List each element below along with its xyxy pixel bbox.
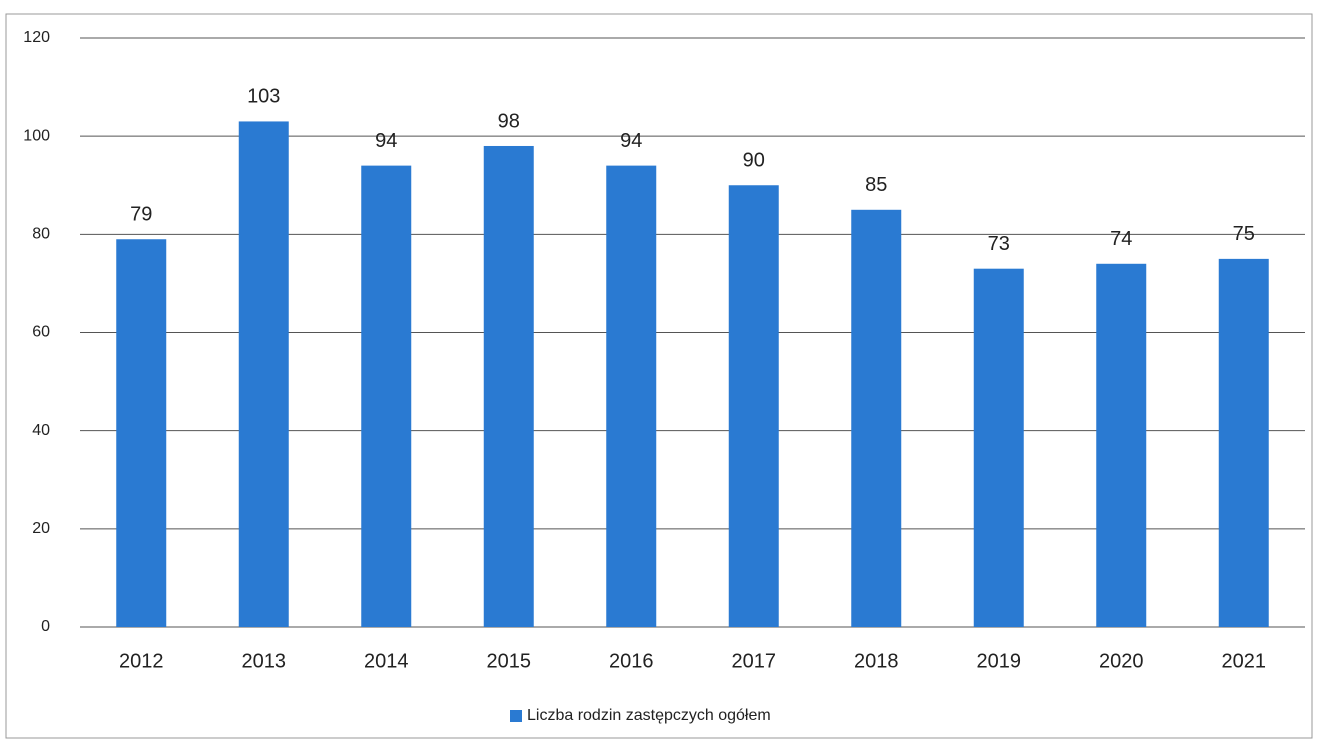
bar: [483, 145, 534, 627]
data-label: 98: [498, 110, 520, 132]
chart-frame: [5, 13, 1313, 739]
bar: [1218, 258, 1269, 627]
bar: [361, 165, 412, 627]
data-label: 94: [375, 130, 397, 152]
bar: [728, 185, 779, 627]
data-label: 103: [247, 86, 280, 108]
y-tick-label: 120: [23, 29, 50, 46]
x-tick-label: 2014: [364, 650, 409, 672]
bar: [851, 209, 902, 627]
data-label: 75: [1233, 223, 1255, 245]
x-tick-label: 2020: [1099, 650, 1144, 672]
data-label: 74: [1110, 228, 1132, 250]
x-tick-label: 2017: [732, 650, 777, 672]
bar: [116, 239, 167, 627]
bar: [238, 121, 289, 628]
y-tick-label: 80: [32, 226, 50, 243]
x-tick-label: 2019: [977, 650, 1022, 672]
y-tick-label: 20: [32, 520, 50, 537]
y-tick-label: 60: [32, 324, 50, 341]
x-tick-label: 2018: [854, 650, 899, 672]
y-tick-label: 0: [41, 618, 50, 635]
legend-label: Liczba rodzin zastępczych ogółem: [527, 707, 771, 724]
y-tick-label: 40: [32, 422, 50, 439]
y-tick-label: 100: [23, 127, 50, 144]
data-label: 94: [620, 130, 642, 152]
x-tick-label: 2016: [609, 650, 654, 672]
data-label: 73: [988, 233, 1010, 255]
x-tick-label: 2013: [242, 650, 287, 672]
bar: [1096, 263, 1147, 627]
data-label: 85: [865, 174, 887, 196]
x-tick-label: 2015: [487, 650, 532, 672]
bar: [606, 165, 657, 627]
bar: [973, 268, 1024, 627]
data-label: 79: [130, 204, 152, 226]
legend-swatch: [510, 710, 522, 722]
x-tick-label: 2021: [1222, 650, 1267, 672]
x-tick-label: 2012: [119, 650, 164, 672]
data-label: 90: [743, 150, 765, 172]
